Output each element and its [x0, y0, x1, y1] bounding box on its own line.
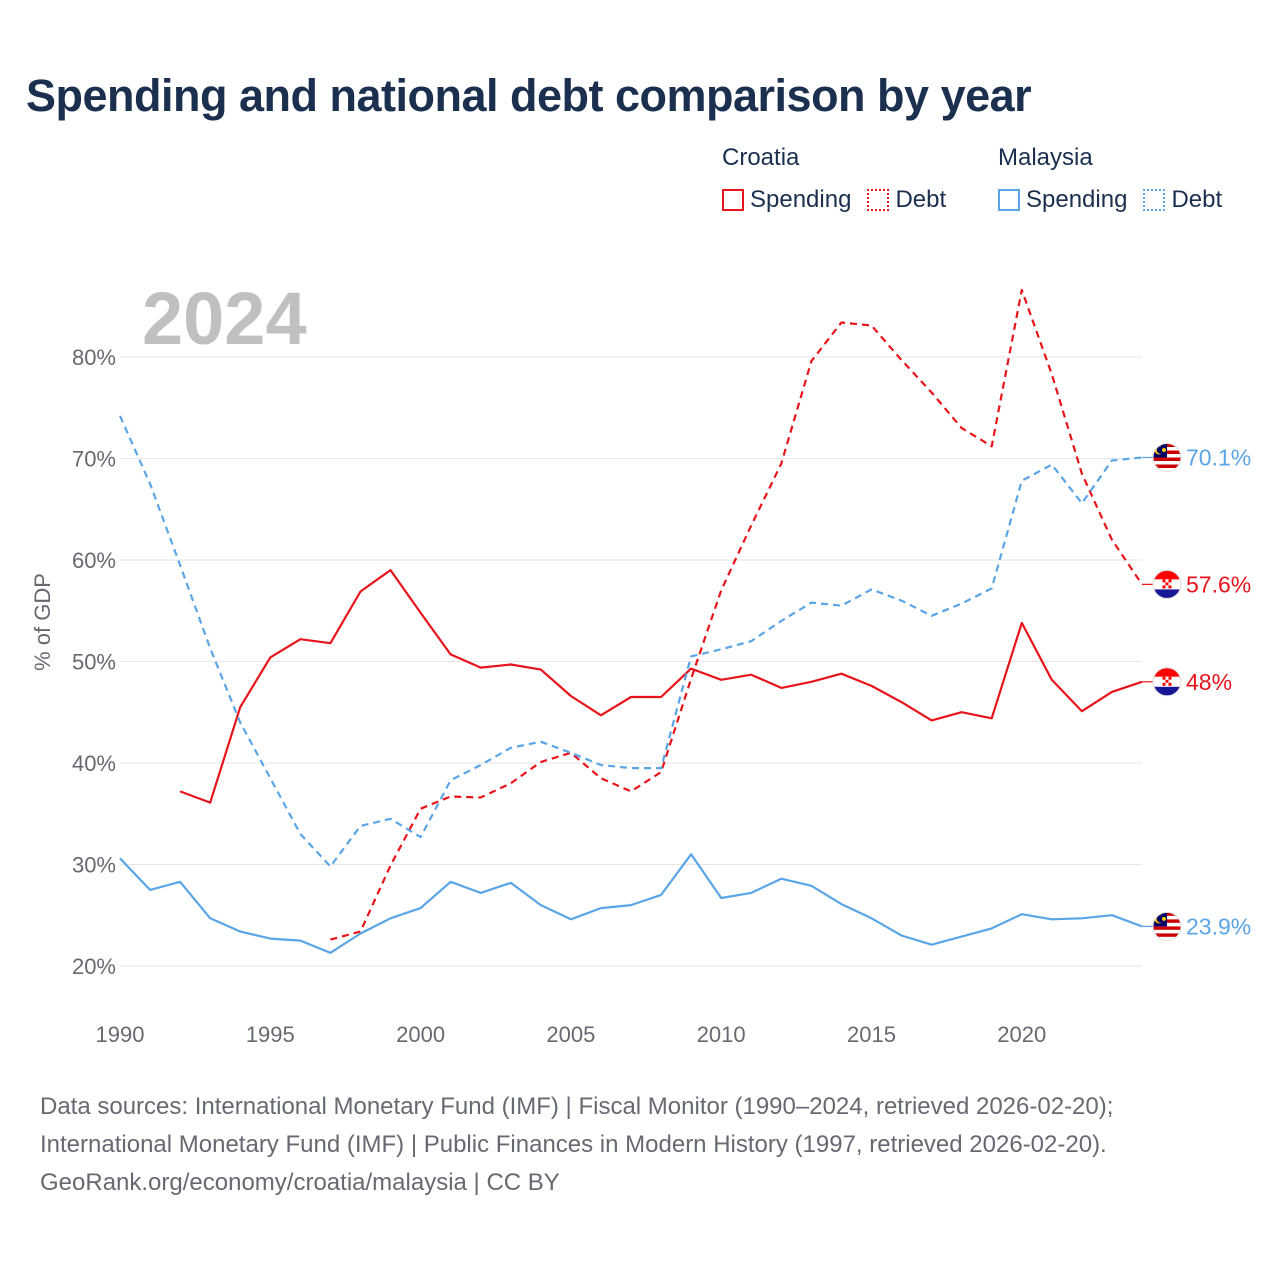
- y-axis-label: % of GDP: [30, 573, 55, 671]
- crescent-inner: [1156, 446, 1165, 454]
- y-tick-label: 50%: [72, 649, 116, 674]
- source-line: International Monetary Fund (IMF) | Publ…: [40, 1131, 1107, 1158]
- dotted-line-swatch: [867, 189, 890, 211]
- shield-square: [1168, 582, 1172, 586]
- x-tick-label: 1995: [246, 1022, 295, 1047]
- shield-square: [1168, 579, 1172, 583]
- y-tick-label: 40%: [72, 751, 116, 776]
- series-layer: [118, 288, 1143, 954]
- x-tick-label: 2000: [396, 1022, 445, 1047]
- malaysia-flag-icon: [1153, 443, 1181, 472]
- legend-item-label: Spending: [750, 186, 852, 213]
- legend-group-label: Croatia: [722, 144, 800, 171]
- flag-stripe: [1153, 570, 1181, 580]
- year-watermark: 2024: [142, 277, 307, 360]
- dotted-line-swatch: [1143, 189, 1166, 211]
- star: [1162, 916, 1166, 921]
- legend-item-label: Spending: [1026, 186, 1128, 213]
- solid-line-swatch: [722, 189, 744, 211]
- legend-item-croatia-spending[interactable]: Spending: [722, 186, 851, 214]
- crescent-inner: [1156, 915, 1165, 923]
- shield-square: [1165, 582, 1169, 586]
- flag-stripe: [1153, 589, 1181, 599]
- legend-item-croatia-debt[interactable]: Debt: [867, 186, 946, 214]
- legend-item-malaysia-debt[interactable]: Debt: [1143, 186, 1222, 214]
- legend-item-malaysia-spending[interactable]: Spending: [998, 186, 1127, 214]
- source-line: GeoRank.org/economy/croatia/malaysia | C…: [40, 1169, 560, 1196]
- shield-square: [1165, 585, 1169, 589]
- shield-square: [1165, 679, 1169, 683]
- flag-stripe: [1153, 926, 1181, 930]
- shield-square: [1162, 682, 1166, 686]
- shield-square: [1162, 582, 1166, 586]
- end-value-label: 48%: [1186, 669, 1232, 695]
- x-tick-label: 2020: [997, 1022, 1046, 1047]
- flag-stripe: [1153, 457, 1181, 461]
- y-tick-label: 30%: [72, 852, 116, 877]
- y-tick-label: 70%: [72, 446, 116, 471]
- end-flag: [1152, 443, 1182, 472]
- y-tick-label: 60%: [72, 548, 116, 573]
- x-tick-label: 1990: [96, 1022, 145, 1047]
- flag-border: [1152, 569, 1182, 599]
- shield-square: [1162, 585, 1166, 589]
- flag-stripe: [1153, 464, 1181, 468]
- legend-item-label: Debt: [895, 186, 947, 213]
- shield-square: [1168, 676, 1172, 680]
- grid-layer: 20% 30% 40% 50% 60% 70% 80% 1990 1995 2000 2005 201…: [72, 345, 1142, 1047]
- legend-group-label: Malaysia: [998, 144, 1093, 171]
- series-line-malaysia-debt: [118, 415, 1143, 868]
- shield-square: [1162, 676, 1166, 680]
- x-tick-label: 2015: [847, 1022, 896, 1047]
- end-value-label: 70.1%: [1186, 444, 1251, 470]
- page-title: Spending and national debt comparison by…: [26, 70, 1032, 121]
- croatia-flag-icon: [1153, 570, 1181, 599]
- flag-border: [1152, 911, 1182, 941]
- y-tick-label: 80%: [72, 345, 116, 370]
- flag-stripe: [1153, 686, 1181, 696]
- shield-square: [1165, 682, 1169, 686]
- flag-stripe: [1153, 929, 1181, 934]
- croatia-flag-icon: [1153, 667, 1181, 696]
- series-line-croatia-spending: [179, 569, 1143, 804]
- flag-border: [1152, 667, 1182, 697]
- flag-stripe: [1153, 461, 1181, 465]
- shield-square: [1165, 579, 1169, 583]
- shield-square: [1165, 676, 1169, 680]
- flag-stripe: [1153, 933, 1181, 937]
- line-chart: 2024 % of GDP 20% 30% 40% 50% 60% 70% 80% 1990 1…: [30, 277, 1251, 1047]
- end-flag: [1152, 569, 1182, 599]
- source-note: Data sources: International Monetary Fun…: [40, 1088, 1113, 1202]
- legend-group-malaysia: Malaysia Spending Debt: [998, 144, 1222, 214]
- flag-stripe: [1153, 936, 1181, 941]
- x-tick-label: 2010: [697, 1022, 746, 1047]
- flag-stripe: [1153, 468, 1181, 472]
- solid-line-swatch: [998, 189, 1020, 211]
- shield-square: [1162, 579, 1166, 583]
- x-tick-label: 2005: [546, 1022, 595, 1047]
- end-label-layer: 48% 57.6% 23.9% 70.1%: [1142, 443, 1251, 941]
- shield-square: [1168, 682, 1172, 686]
- source-line: Data sources: International Monetary Fun…: [40, 1093, 1114, 1120]
- end-value-label: 57.6%: [1186, 571, 1251, 597]
- shield-square: [1168, 679, 1172, 683]
- end-flag: [1152, 911, 1182, 941]
- flag-stripe: [1153, 667, 1181, 677]
- legend-item-label: Debt: [1171, 186, 1223, 213]
- legend-group-croatia: Croatia Spending Debt: [722, 144, 946, 214]
- series-line-malaysia-spending: [119, 853, 1143, 954]
- star: [1162, 448, 1166, 452]
- end-flag: [1152, 667, 1182, 697]
- series-line-croatia-debt: [330, 288, 1143, 941]
- shield-square: [1168, 585, 1172, 589]
- end-value-label: 23.9%: [1186, 913, 1251, 939]
- y-tick-label: 20%: [72, 954, 116, 979]
- shield-square: [1162, 679, 1166, 683]
- flag-border: [1152, 443, 1182, 472]
